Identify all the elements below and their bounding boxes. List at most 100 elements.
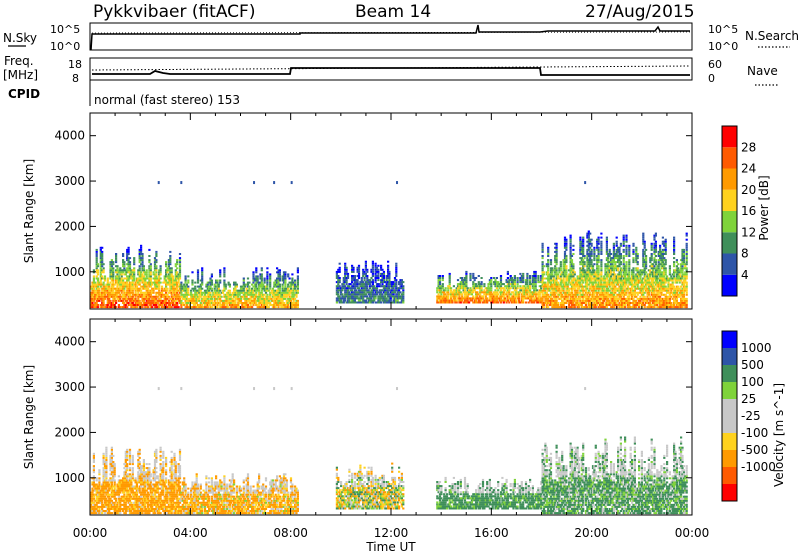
power-echo-cell [632, 244, 635, 247]
power-echo-cell [266, 275, 269, 278]
power-echo-cell [522, 291, 525, 294]
power-echo-cell [199, 302, 202, 304]
power-echo-cell [600, 242, 603, 245]
power-echo-cell [591, 299, 595, 302]
power-echo-cell [642, 271, 645, 274]
power-echo-cell [348, 291, 351, 294]
power-echo-cell [266, 306, 269, 309]
power-echo-cell [278, 275, 281, 278]
power-echo-cell [112, 302, 115, 304]
power-echo-cell [576, 287, 579, 290]
power-echo-cell [217, 287, 220, 290]
power-echo-cell [451, 293, 454, 296]
power-echo-cell [284, 275, 287, 278]
power-echo-cell [593, 269, 596, 272]
power-echo-cell [292, 304, 295, 306]
power-echo-cell [138, 289, 141, 292]
power-echo-cell [246, 283, 250, 286]
power-echo-cell [551, 269, 554, 272]
power-echo-cell [520, 289, 523, 292]
power-echo-cell [597, 265, 600, 268]
power-echo-cell [615, 269, 618, 272]
power-echo-cell [335, 277, 338, 279]
power-echo-cell [95, 297, 98, 300]
power-echo-cell [600, 302, 603, 304]
power-echo-cell [563, 236, 567, 239]
power-echo-cell [289, 285, 293, 288]
power-echo-cell [380, 281, 383, 284]
power-echo-cell [220, 306, 223, 309]
power-echo-cell [374, 272, 377, 275]
power-echo-cell [589, 271, 592, 274]
power-echo-cell [147, 291, 150, 294]
power-echo-cell [215, 297, 218, 300]
power-echo-cell [612, 267, 615, 270]
power-echo-cell [162, 306, 165, 309]
power-echo-cell [558, 287, 561, 290]
power-echo-cell [234, 281, 237, 284]
power-echo-cell [509, 275, 512, 277]
power-echo-cell [473, 283, 476, 286]
power-echo-cell [458, 287, 461, 290]
power-echo-cell [614, 263, 617, 266]
power-echo-cell [106, 299, 109, 302]
power-echo-cell [527, 297, 530, 300]
power-echo-cell [194, 293, 197, 296]
power-echo-cell [127, 248, 130, 251]
power-echo-cell [230, 293, 233, 296]
power-echo-cell [153, 287, 157, 290]
power-echo-cell [277, 291, 280, 294]
power-echo-cell [289, 283, 293, 286]
power-echo-cell [548, 275, 551, 278]
power-echo-cell [607, 302, 610, 304]
power-echo-cell [360, 297, 363, 300]
power-echo-cell [565, 238, 568, 241]
power-echo-cell [117, 283, 120, 286]
power-echo-cell [537, 301, 540, 304]
power-echo-cell [490, 287, 493, 290]
power-echo-cell [498, 287, 501, 290]
power-echo-cell [109, 289, 112, 292]
power-echo-cell [400, 297, 403, 300]
power-echo-cell [459, 287, 462, 290]
power-echo-cell [603, 289, 606, 292]
power-echo-cell [459, 293, 462, 296]
power-echo-cell [580, 240, 583, 243]
power-echo-cell [141, 263, 144, 266]
power-echo-cell [213, 287, 216, 290]
power-echo-cell [122, 295, 125, 298]
power-echo-cell [556, 273, 560, 276]
power-echo-cell [629, 293, 632, 296]
power-echo-cell [459, 301, 462, 304]
power-echo-cell [260, 277, 263, 280]
power-echo-cell [101, 291, 104, 294]
power-echo-cell [148, 304, 151, 306]
power-echo-cell [255, 279, 258, 282]
power-echo-cell [601, 287, 604, 290]
power-echo-cell [548, 295, 551, 298]
power-echo-cell [612, 306, 615, 309]
power-echo-cell [586, 248, 589, 251]
power-echo-cell [278, 291, 281, 294]
power-echo-cell [128, 295, 132, 298]
power-echo-cell [629, 279, 632, 282]
power-echo-cell [252, 285, 255, 288]
power-echo-cell [194, 302, 197, 304]
power-echo-cell [586, 269, 589, 272]
power-echo-cell [338, 281, 341, 284]
power-echo-cell [176, 285, 179, 288]
power-echo-cell [130, 299, 133, 302]
power-echo-cell [153, 267, 157, 270]
power-echo-cell [635, 273, 638, 276]
power-echo-cell [101, 263, 104, 266]
power-echo-cell [586, 240, 589, 243]
power-echo-cell [398, 293, 401, 296]
power-echo-cell [619, 253, 622, 255]
power-echo-cell [622, 261, 625, 264]
power-echo-cell [99, 246, 102, 249]
power-echo-cell [128, 287, 132, 290]
power-echo-cell [632, 261, 635, 264]
power-echo-cell [117, 287, 120, 290]
power-echo-cell [621, 283, 624, 286]
power-echo-cell [235, 283, 238, 286]
